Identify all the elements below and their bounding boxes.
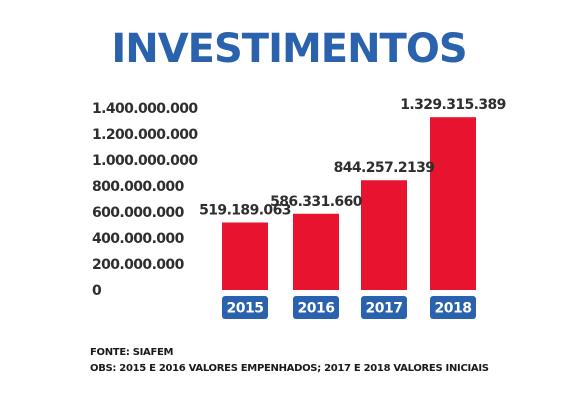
bars <box>222 117 476 291</box>
x-tick-label: 2017 <box>366 301 403 317</box>
x-tick-label: 2015 <box>227 301 264 317</box>
observation-note: OBS: 2015 E 2016 VALORES EMPENHADOS; 201… <box>90 363 489 374</box>
x-axis: 2015 2016 2017 2018 <box>222 296 476 319</box>
bar-2017 <box>361 180 407 290</box>
y-tick-label: 200.000.000 <box>92 257 185 273</box>
y-tick-label: 0 <box>92 283 102 299</box>
y-axis: 0 200.000.000 400.000.000 600.000.000 800.00… <box>92 101 199 299</box>
value-label-2017: 844.257.2139 <box>334 160 435 176</box>
source-note: FONTE: SIAFEM <box>90 347 174 358</box>
value-label-2015: 519.189.063 <box>199 203 291 219</box>
y-tick-label: 1.200.000.000 <box>92 127 198 143</box>
bar-2018 <box>430 117 476 291</box>
bar-2016 <box>293 213 339 290</box>
category-badge-2016: 2016 <box>293 296 339 319</box>
value-label-2018: 1.329.315.389 <box>400 97 506 113</box>
chart-title: INVESTIMENTOS <box>111 26 466 72</box>
category-badge-bg <box>222 296 268 319</box>
category-badge-bg <box>361 296 407 319</box>
x-tick-label: 2018 <box>435 301 472 317</box>
category-badge-bg <box>293 296 339 319</box>
y-tick-label: 400.000.000 <box>92 231 185 247</box>
x-tick-label: 2016 <box>298 301 335 317</box>
category-badge-2017: 2017 <box>361 296 407 319</box>
category-badge-2015: 2015 <box>222 296 268 319</box>
category-badge-2018: 2018 <box>430 296 476 319</box>
y-tick-label: 600.000.000 <box>92 205 185 221</box>
bar-2015 <box>222 222 268 290</box>
y-tick-label: 1.000.000.000 <box>92 153 198 169</box>
value-label-2016: 586.331.660 <box>270 194 363 210</box>
y-tick-label: 800.000.000 <box>92 179 185 195</box>
y-tick-label: 1.400.000.000 <box>92 101 198 117</box>
category-badge-bg <box>430 296 476 319</box>
